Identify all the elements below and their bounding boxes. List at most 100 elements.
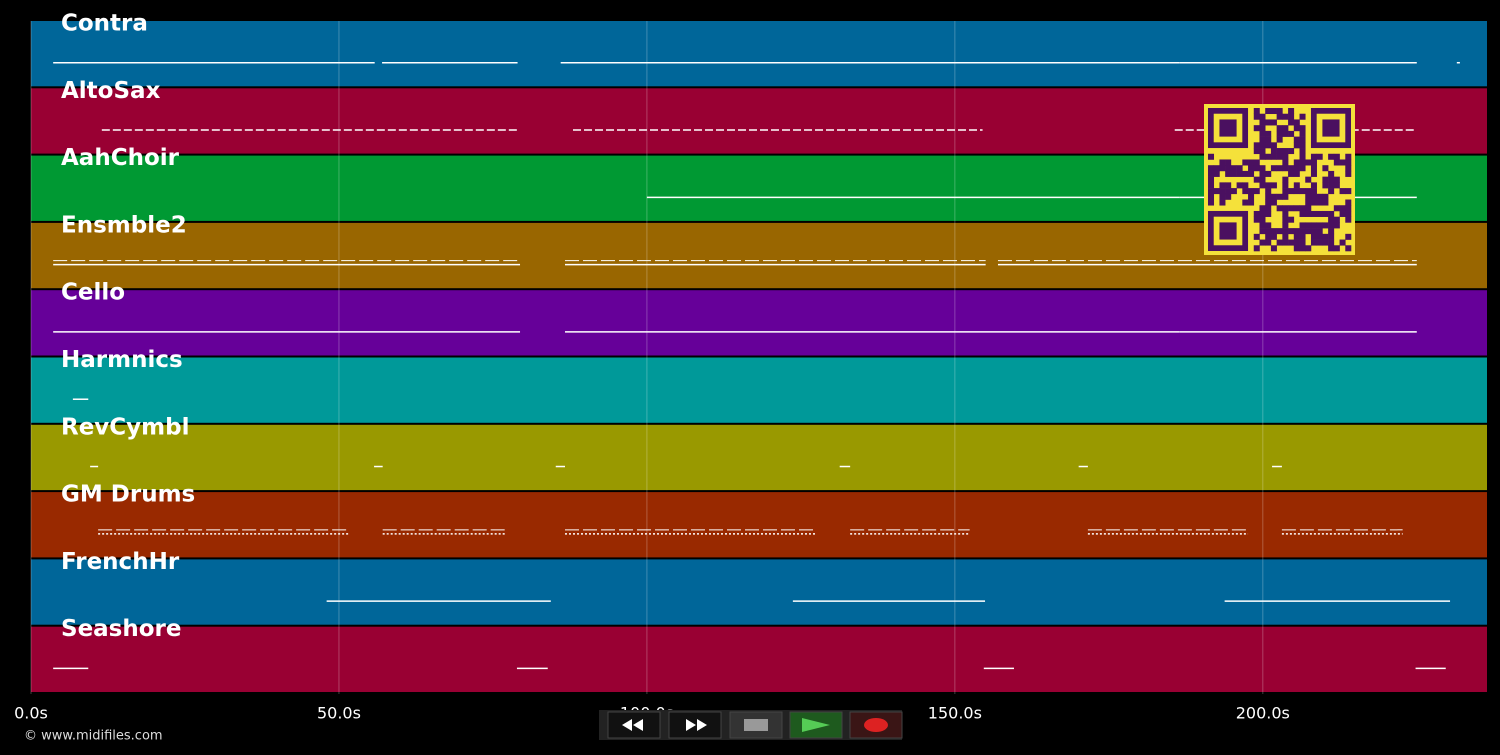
qr-cell bbox=[1265, 142, 1272, 149]
qr-cell bbox=[1299, 142, 1306, 149]
qr-cell bbox=[1208, 165, 1215, 172]
qr-cell bbox=[1213, 170, 1220, 177]
qr-cell bbox=[1339, 205, 1346, 212]
qr-cell bbox=[1310, 233, 1317, 240]
qr-cell bbox=[1328, 239, 1335, 246]
qr-cell bbox=[1288, 170, 1295, 177]
stop-button[interactable] bbox=[729, 711, 783, 739]
qr-cell bbox=[1299, 125, 1306, 132]
qr-cell bbox=[1310, 153, 1317, 160]
qr-cell bbox=[1328, 176, 1335, 183]
qr-cell bbox=[1270, 182, 1277, 189]
qr-cell bbox=[1253, 113, 1260, 120]
qr-cell bbox=[1322, 165, 1329, 172]
qr-cell bbox=[1299, 165, 1306, 172]
qr-cell bbox=[1288, 228, 1295, 235]
qr-cell bbox=[1310, 188, 1317, 195]
qr-cell bbox=[1253, 159, 1260, 166]
play-button[interactable] bbox=[789, 711, 843, 739]
qr-cell bbox=[1282, 233, 1289, 240]
qr-cell bbox=[1288, 108, 1295, 115]
stop-icon bbox=[744, 719, 768, 731]
qr-cell bbox=[1265, 108, 1272, 115]
copyright: © www.midifiles.com bbox=[24, 729, 163, 744]
qr-cell bbox=[1282, 222, 1289, 229]
track-row bbox=[31, 424, 1487, 491]
qr-cell bbox=[1299, 148, 1306, 155]
qr-cell bbox=[1259, 170, 1266, 177]
qr-cell bbox=[1282, 210, 1289, 217]
qr-cell bbox=[1259, 165, 1266, 172]
qr-cell bbox=[1288, 165, 1295, 172]
qr-cell bbox=[1316, 193, 1323, 200]
qr-cell bbox=[1276, 228, 1283, 235]
qr-cell bbox=[1333, 182, 1340, 189]
qr-cell bbox=[1282, 239, 1289, 246]
qr-cell bbox=[1265, 210, 1272, 217]
qr-cell bbox=[1345, 170, 1352, 177]
qr-cell bbox=[1328, 153, 1335, 160]
qr-finder bbox=[1322, 119, 1340, 137]
qr-cell bbox=[1242, 159, 1249, 166]
qr-cell bbox=[1276, 239, 1283, 246]
qr-cell bbox=[1322, 233, 1329, 240]
qr-cell bbox=[1253, 233, 1260, 240]
qr-cell bbox=[1259, 228, 1266, 235]
qr-cell bbox=[1265, 239, 1272, 246]
qr-cell bbox=[1305, 205, 1312, 212]
qr-cell bbox=[1259, 130, 1266, 137]
qr-cell bbox=[1328, 222, 1335, 229]
qr-cell bbox=[1293, 205, 1300, 212]
qr-cell bbox=[1253, 148, 1260, 155]
qr-cell bbox=[1333, 159, 1340, 166]
qr-cell bbox=[1305, 245, 1312, 252]
qr-cell bbox=[1248, 165, 1255, 172]
rewind-button[interactable] bbox=[607, 711, 661, 739]
forward-button[interactable] bbox=[668, 711, 722, 739]
qr-cell bbox=[1265, 193, 1272, 200]
qr-cell bbox=[1339, 188, 1346, 195]
qr-cell bbox=[1259, 182, 1266, 189]
qr-cell bbox=[1219, 188, 1226, 195]
qr-cell bbox=[1305, 222, 1312, 229]
track-name: AahChoir bbox=[61, 145, 180, 171]
qr-cell bbox=[1208, 153, 1215, 160]
qr-cell bbox=[1259, 125, 1266, 132]
qr-cell bbox=[1305, 199, 1312, 206]
qr-cell bbox=[1265, 233, 1272, 240]
qr-cell bbox=[1208, 170, 1215, 177]
qr-cell bbox=[1322, 239, 1329, 246]
qr-cell bbox=[1265, 130, 1272, 137]
qr-cell bbox=[1276, 136, 1283, 143]
qr-cell bbox=[1225, 159, 1232, 166]
qr-cell bbox=[1248, 188, 1255, 195]
qr-cell bbox=[1328, 170, 1335, 177]
qr-cell bbox=[1259, 222, 1266, 229]
qr-cell bbox=[1208, 188, 1215, 195]
qr-cell bbox=[1328, 228, 1335, 235]
qr-cell bbox=[1270, 119, 1277, 126]
qr-cell bbox=[1293, 119, 1300, 126]
qr-cell bbox=[1259, 153, 1266, 160]
qr-cell bbox=[1328, 188, 1335, 195]
qr-cell bbox=[1259, 205, 1266, 212]
x-tick-label: 50.0s bbox=[317, 704, 361, 723]
qr-cell bbox=[1259, 210, 1266, 217]
qr-cell bbox=[1316, 239, 1323, 246]
qr-cell bbox=[1310, 199, 1317, 206]
qr-cell bbox=[1310, 159, 1317, 166]
qr-cell bbox=[1270, 199, 1277, 206]
qr-cell bbox=[1270, 148, 1277, 155]
qr-cell bbox=[1299, 233, 1306, 240]
record-button[interactable] bbox=[849, 711, 903, 739]
qr-cell bbox=[1219, 159, 1226, 166]
qr-cell bbox=[1213, 165, 1220, 172]
record-button-bg bbox=[849, 711, 903, 739]
qr-cell bbox=[1322, 210, 1329, 217]
qr-cell bbox=[1236, 165, 1243, 172]
qr-cell bbox=[1270, 153, 1277, 160]
qr-cell bbox=[1248, 170, 1255, 177]
qr-cell bbox=[1299, 153, 1306, 160]
